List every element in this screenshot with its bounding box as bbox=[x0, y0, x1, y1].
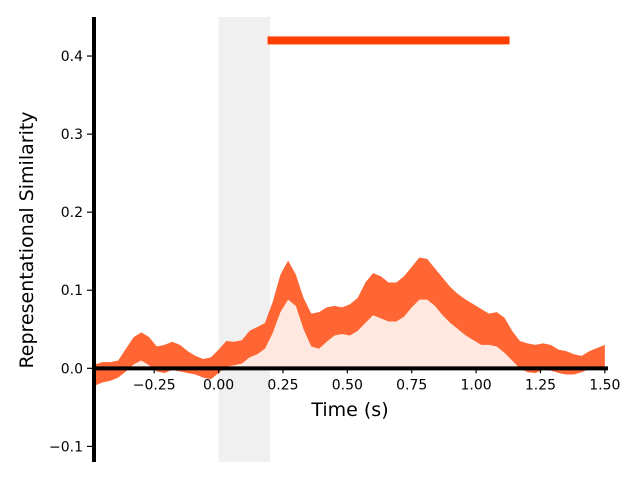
x-tick-label: 1.25 bbox=[525, 377, 556, 393]
x-tick-label: −0.25 bbox=[133, 377, 176, 393]
x-tick-label: 0.25 bbox=[267, 377, 298, 393]
x-tick-label: 1.50 bbox=[589, 377, 620, 393]
y-tick-label: 0.4 bbox=[61, 49, 83, 65]
y-axis-title: Representational Similarity bbox=[16, 111, 38, 368]
shaded-interval bbox=[218, 17, 271, 462]
x-tick-label: 0.75 bbox=[396, 377, 427, 393]
x-tick-label: 0.50 bbox=[332, 377, 363, 393]
x-axis-title: Time (s) bbox=[310, 399, 388, 421]
x-tick-label: 1.00 bbox=[461, 377, 492, 393]
y-tick-label: 0.1 bbox=[61, 283, 83, 299]
significance-bar bbox=[267, 36, 510, 45]
confidence-band bbox=[95, 257, 605, 386]
y-tick-label: −0.1 bbox=[49, 439, 83, 455]
y-tick-label: 0.0 bbox=[61, 361, 83, 377]
x-tick-label: 0.00 bbox=[203, 377, 234, 393]
y-tick-label: 0.2 bbox=[61, 205, 83, 221]
ticks: −0.25 0.00 0.25 0.50 0.75 1.00 1.25 1.50 −0.1 0.0… bbox=[49, 49, 620, 455]
y-tick-label: 0.3 bbox=[61, 127, 83, 143]
plot-area bbox=[95, 17, 605, 462]
axes bbox=[92, 17, 608, 462]
